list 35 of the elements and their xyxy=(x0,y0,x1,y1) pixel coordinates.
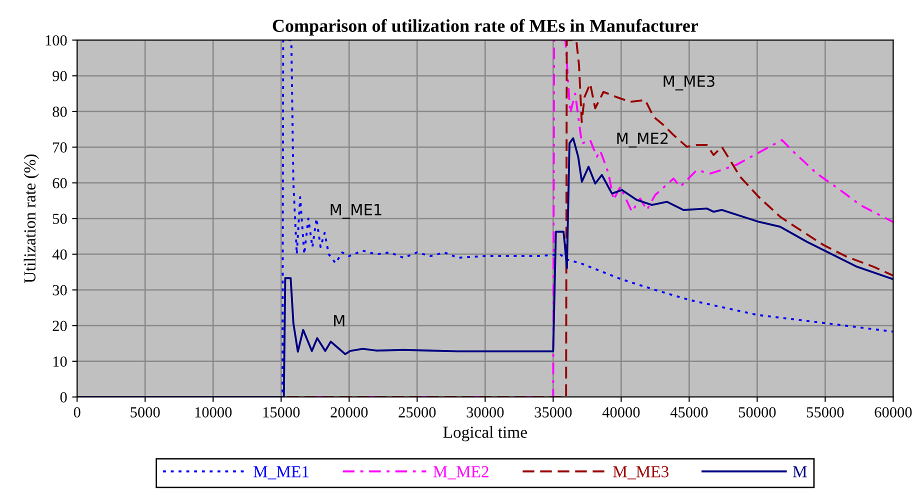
y-tick-label: 0 xyxy=(60,392,67,402)
text: M xyxy=(792,466,807,478)
y-tick-label: 60 xyxy=(52,178,67,188)
annotation: M xyxy=(334,315,344,326)
text: M_ME1 xyxy=(254,466,309,480)
x-tick-label: 50000 xyxy=(738,407,776,418)
x-tick-label: 40000 xyxy=(602,407,640,418)
annotation: M_ME2 xyxy=(617,132,668,148)
y-tick-label: 50 xyxy=(53,214,67,224)
x-tick-label: 60000 xyxy=(874,407,912,418)
chart-title: Comparison of utilization rate of MEs in Manufacturer xyxy=(272,19,698,36)
x-tick-label: 5000 xyxy=(130,407,160,418)
y-axis-title: Utilization rate (%) xyxy=(24,154,39,283)
x-tick-label: 45000 xyxy=(670,407,708,418)
x-tick-label: 55000 xyxy=(806,407,844,418)
x-tick-label: 35000 xyxy=(534,407,572,418)
x-tick-label: 20000 xyxy=(330,407,368,418)
annotation: M_ME3 xyxy=(664,75,714,90)
x-tick-label: 0 xyxy=(74,407,80,418)
text: M_ME2 xyxy=(433,466,488,480)
y-tick-label: 40 xyxy=(52,249,67,260)
y-tick-label: 30 xyxy=(52,285,67,296)
y-tick-label: 70 xyxy=(53,142,67,153)
y-tick-label: 10 xyxy=(53,356,67,367)
annotation: M_ME1 xyxy=(330,204,382,219)
x-tick-label: 10000 xyxy=(195,407,232,418)
y-tick-label: 100 xyxy=(46,35,67,46)
x-axis-title: Logical time xyxy=(443,426,527,442)
y-tick-label: 80 xyxy=(52,106,67,117)
text: M_ME3 xyxy=(613,466,668,480)
y-tick-label: 90 xyxy=(52,70,67,82)
x-tick-label: 30000 xyxy=(466,407,504,418)
y-tick-label: 20 xyxy=(52,320,67,332)
x-tick-label: 25000 xyxy=(398,407,436,418)
x-tick-label: 15000 xyxy=(263,407,300,418)
